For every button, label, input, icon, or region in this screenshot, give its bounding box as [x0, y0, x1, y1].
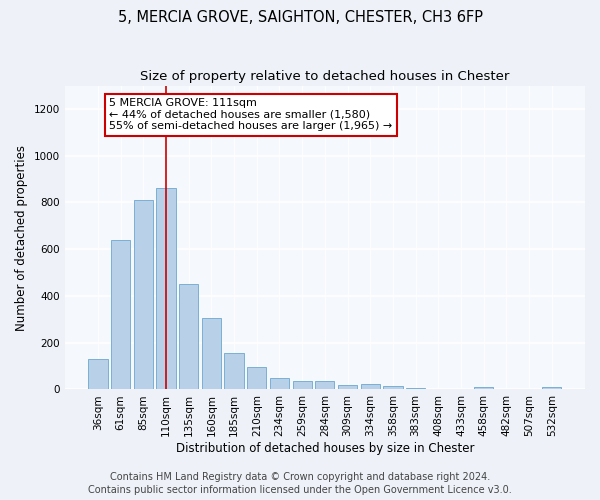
Y-axis label: Number of detached properties: Number of detached properties — [15, 144, 28, 330]
Bar — [179, 284, 199, 390]
Text: 5, MERCIA GROVE, SAIGHTON, CHESTER, CH3 6FP: 5, MERCIA GROVE, SAIGHTON, CHESTER, CH3 … — [118, 10, 482, 25]
Bar — [157, 188, 176, 390]
Title: Size of property relative to detached houses in Chester: Size of property relative to detached ho… — [140, 70, 509, 83]
Bar — [383, 386, 403, 390]
Bar — [474, 387, 493, 390]
Bar — [428, 389, 448, 390]
Bar — [202, 318, 221, 390]
Bar — [338, 386, 357, 390]
Bar — [88, 359, 107, 390]
Bar — [451, 389, 470, 390]
Bar — [247, 368, 266, 390]
Bar — [293, 380, 312, 390]
Bar — [224, 353, 244, 390]
Bar — [315, 382, 334, 390]
Bar — [134, 200, 153, 390]
Bar — [542, 387, 562, 390]
Bar — [111, 240, 130, 390]
Bar — [361, 384, 380, 390]
Bar — [406, 388, 425, 390]
X-axis label: Distribution of detached houses by size in Chester: Distribution of detached houses by size … — [176, 442, 474, 455]
Text: Contains HM Land Registry data © Crown copyright and database right 2024.
Contai: Contains HM Land Registry data © Crown c… — [88, 472, 512, 495]
Bar — [270, 378, 289, 390]
Text: 5 MERCIA GROVE: 111sqm
← 44% of detached houses are smaller (1,580)
55% of semi-: 5 MERCIA GROVE: 111sqm ← 44% of detached… — [109, 98, 392, 132]
